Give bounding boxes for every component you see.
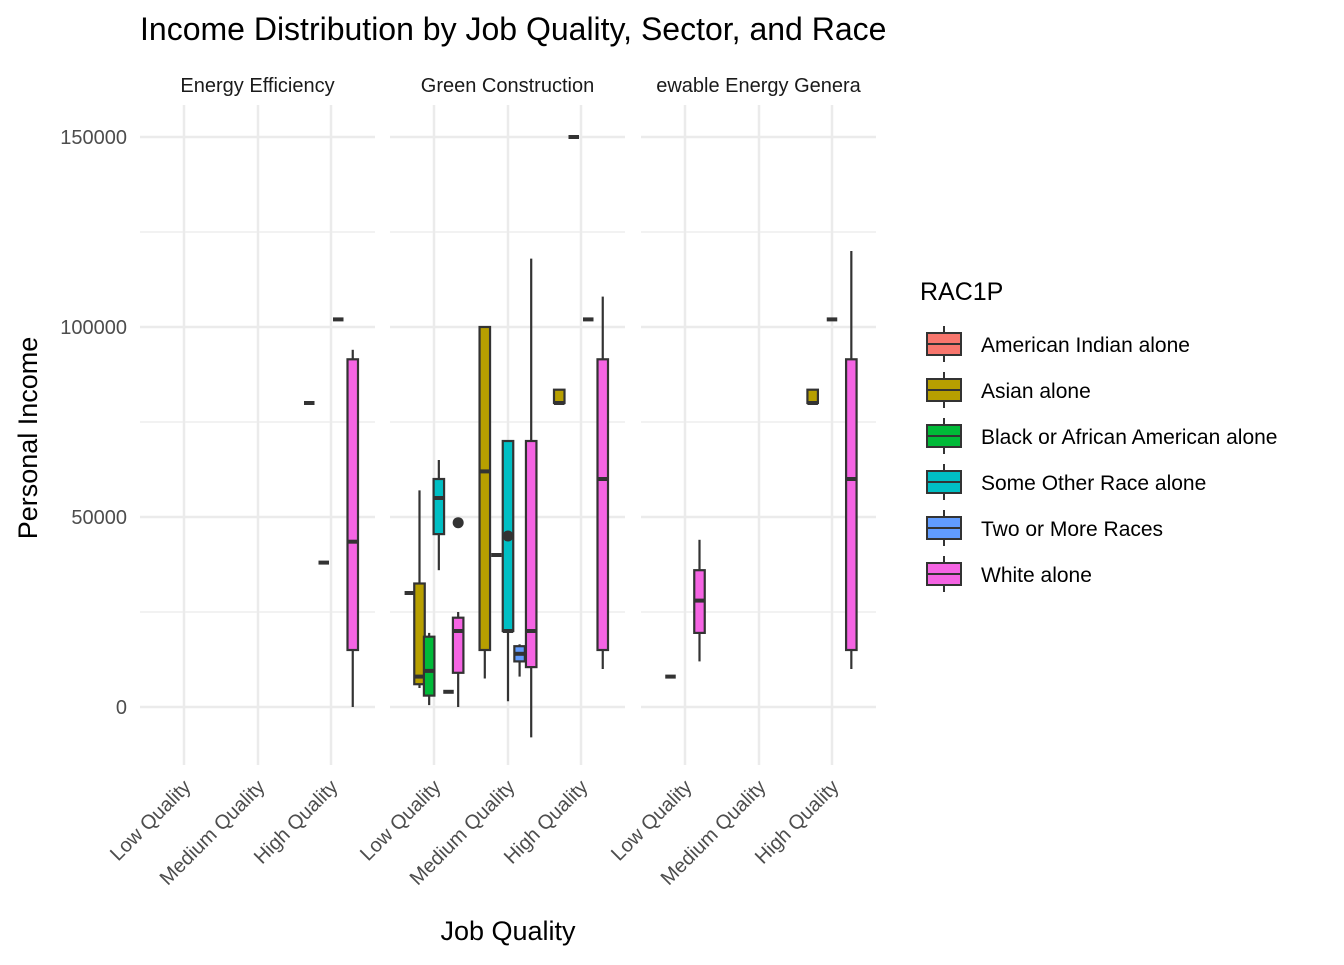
- box-white-alone: [693, 539, 706, 662]
- box-iqr: [346, 358, 360, 652]
- box-iqr: [422, 635, 436, 697]
- box-some-other-race-alone: [432, 460, 446, 571]
- box-white-alone: [596, 296, 610, 669]
- y-tick-label: 0: [116, 697, 127, 719]
- box-white-alone: [844, 251, 858, 669]
- legend-entry-american-indian-alone: American Indian alone: [926, 326, 1190, 362]
- facet-strip-label: Green Construction: [421, 75, 594, 97]
- y-axis-ticks: 0 50000 100000 150000: [60, 127, 127, 719]
- y-tick-label: 50000: [71, 507, 127, 529]
- box-some-other-race-alone: [501, 439, 515, 702]
- x-axis-title: Job Quality: [440, 916, 576, 946]
- outlier-point: [502, 530, 514, 542]
- legend-label: Asian alone: [981, 380, 1091, 403]
- box-iqr: [524, 439, 538, 669]
- box-white-alone: [451, 517, 465, 707]
- legend-entry-white-alone: White alone: [926, 556, 1092, 592]
- box-asian-alone: [552, 388, 566, 405]
- box-black-or-african-american-alone: [422, 632, 436, 706]
- box-iqr: [432, 477, 446, 536]
- legend-title: RAC1P: [920, 278, 1003, 306]
- box-asian-alone: [806, 388, 820, 405]
- y-tick-label: 150000: [60, 127, 127, 149]
- legend-label: American Indian alone: [981, 334, 1190, 357]
- legend: RAC1P American Indian alone Asian alone Bl…: [920, 278, 1277, 592]
- legend-entry-two-or-more-races: Two or More Races: [926, 510, 1163, 546]
- box-iqr: [451, 616, 465, 674]
- chart-title: Income Distribution by Job Quality, Sect…: [140, 11, 886, 47]
- legend-entry-asian-alone: Asian alone: [926, 372, 1091, 408]
- legend-label: Two or More Races: [981, 518, 1163, 541]
- facet-strip-label: Energy Efficiency: [180, 75, 334, 97]
- box-asian-alone: [478, 325, 492, 679]
- box-asian-alone: [413, 490, 426, 688]
- box-iqr: [844, 358, 858, 652]
- outlier-point: [452, 517, 464, 529]
- legend-label: Some Other Race alone: [981, 472, 1206, 495]
- box-iqr: [596, 358, 610, 652]
- box-two-or-more-races: [513, 644, 526, 677]
- box-iqr: [478, 325, 492, 652]
- box-iqr: [413, 582, 426, 686]
- box-white-alone: [346, 349, 360, 707]
- box-white-alone: [524, 258, 538, 738]
- legend-label: Black or African American alone: [981, 426, 1277, 449]
- y-axis-title: Personal Income: [13, 337, 43, 540]
- y-tick-label: 100000: [60, 317, 127, 339]
- facet-strip-label: ewable Energy Genera: [656, 75, 861, 97]
- legend-entry-black-or-african-american-alone: Black or African American alone: [926, 418, 1277, 454]
- legend-label: White alone: [981, 564, 1092, 587]
- legend-entry-some-other-race-alone: Some Other Race alone: [926, 464, 1206, 500]
